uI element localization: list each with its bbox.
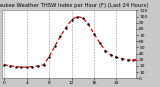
Text: Milwaukee Weather THSW Index per Hour (F) (Last 24 Hours): Milwaukee Weather THSW Index per Hour (F… <box>0 3 148 8</box>
